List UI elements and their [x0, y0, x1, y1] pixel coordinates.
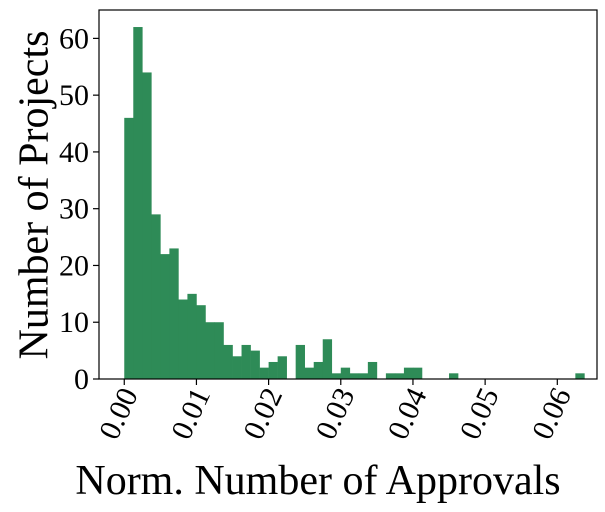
histogram-bar [214, 322, 224, 379]
y-tick-label: 0 [74, 363, 89, 396]
histogram-bar [358, 373, 369, 379]
x-tick-label: 0.00 [93, 383, 145, 445]
plot-frame [98, 9, 598, 380]
histogram-bar [322, 339, 333, 379]
histogram-bar [160, 254, 170, 379]
histogram-bar [169, 248, 179, 379]
histogram-bar [295, 344, 305, 379]
histogram-bar [205, 322, 215, 379]
histogram-bar [178, 299, 188, 379]
y-axis-title: Number of Projects [12, 31, 58, 360]
histogram-bar [133, 27, 143, 380]
histogram-bar [313, 361, 324, 379]
histogram-bar [277, 356, 287, 379]
y-tick-label: 20 [59, 249, 89, 282]
histogram-bar [124, 117, 134, 380]
histogram-bar [412, 367, 423, 379]
histogram-bar [403, 367, 414, 379]
x-tick-label: 0.01 [165, 383, 217, 445]
y-tick-label: 30 [59, 193, 89, 226]
y-tick-label: 60 [59, 22, 89, 55]
histogram-bar [232, 356, 242, 379]
histogram-bar [575, 373, 585, 379]
histogram-bar [241, 344, 251, 379]
histogram-bars [124, 27, 585, 380]
histogram-bar [304, 367, 315, 379]
x-axis-title: Norm. Number of Approvals [75, 458, 560, 504]
histogram-bar [268, 361, 278, 379]
x-tick-label: 0.05 [454, 383, 506, 445]
histogram-bar [196, 305, 206, 379]
x-tick-label: 0.02 [237, 383, 289, 445]
x-tick-label: 0.04 [381, 383, 433, 445]
histogram-bar [349, 373, 360, 379]
histogram-bar [223, 344, 233, 379]
y-axis-ticks: 0 10 20 30 40 50 60 [59, 22, 99, 396]
histogram-bar [142, 72, 152, 379]
histogram-bar [340, 367, 351, 379]
histogram-bar [449, 373, 459, 379]
histogram-bar [259, 367, 269, 379]
y-tick-label: 10 [59, 306, 89, 339]
histogram-bar [367, 361, 378, 379]
histogram-bar [151, 214, 161, 379]
histogram-bar [394, 373, 405, 379]
histogram-bar [385, 373, 396, 379]
histogram-bar [250, 350, 260, 379]
y-tick-label: 50 [59, 79, 89, 112]
y-tick-label: 40 [59, 136, 89, 169]
x-tick-label: 0.06 [526, 383, 578, 445]
x-axis-ticks: 0.00 0.01 0.02 0.03 0.04 0.05 0.06 [93, 379, 578, 444]
histogram-bar [331, 373, 342, 379]
x-tick-label: 0.03 [309, 383, 361, 445]
histogram-bar [187, 293, 197, 379]
